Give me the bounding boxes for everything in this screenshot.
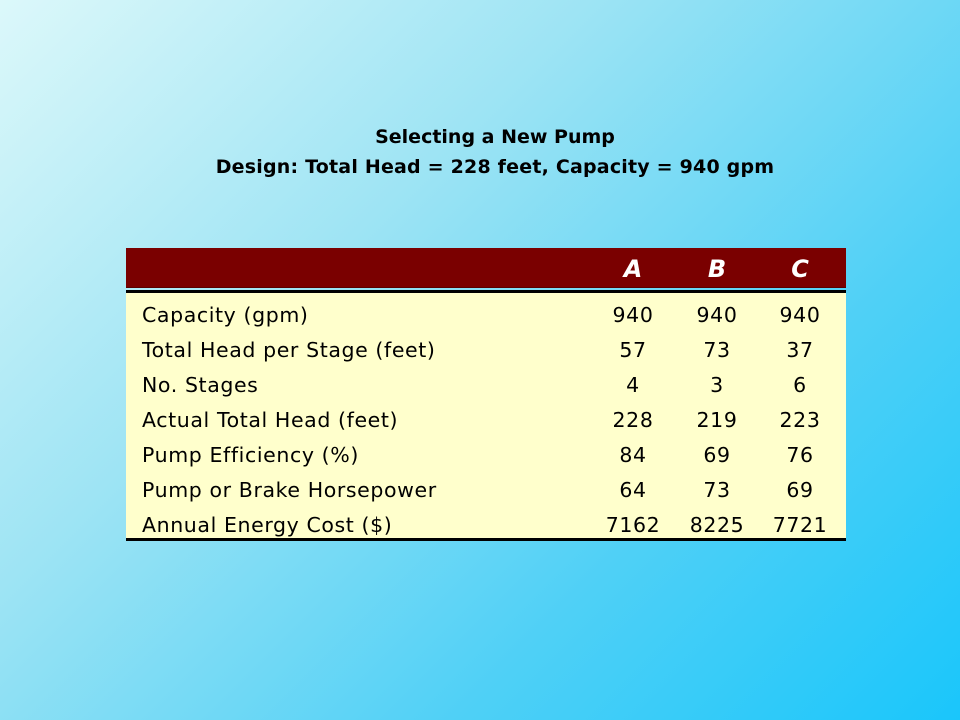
cell-c: 7721 — [772, 513, 828, 537]
table-row-capacity: Capacity (gpm) 940 940 940 — [126, 298, 846, 333]
table-row-head-per-stage: Total Head per Stage (feet) 57 73 37 — [126, 333, 846, 368]
column-header-a: A — [623, 255, 643, 283]
cell-c: 223 — [779, 408, 821, 432]
header-divider — [126, 290, 846, 293]
row-label: Pump Efficiency (%) — [142, 443, 359, 467]
table-row-efficiency: Pump Efficiency (%) 84 69 76 — [126, 438, 846, 473]
table-row-energy-cost: Annual Energy Cost ($) 7162 8225 7721 — [126, 508, 846, 543]
cell-b: 3 — [710, 373, 724, 397]
row-label: Annual Energy Cost ($) — [142, 513, 393, 537]
row-label: Pump or Brake Horsepower — [142, 478, 437, 502]
cell-b: 940 — [696, 303, 738, 327]
cell-a: 64 — [619, 478, 647, 502]
row-label: Actual Total Head (feet) — [142, 408, 399, 432]
cell-c: 940 — [779, 303, 821, 327]
table-row-horsepower: Pump or Brake Horsepower 64 73 69 — [126, 473, 846, 508]
cell-a: 940 — [612, 303, 654, 327]
cell-a: 4 — [626, 373, 640, 397]
title-line-2: Design: Total Head = 228 feet, Capacity … — [215, 156, 775, 178]
row-label: Capacity (gpm) — [142, 303, 309, 327]
cell-a: 228 — [612, 408, 654, 432]
cell-c: 37 — [786, 338, 814, 362]
cell-b: 8225 — [689, 513, 745, 537]
cell-c: 69 — [786, 478, 814, 502]
pump-comparison-table: A B C Capacity (gpm) 940 940 940 Total H… — [126, 248, 846, 541]
title-line-1: Selecting a New Pump — [375, 126, 615, 148]
cell-a: 84 — [619, 443, 647, 467]
cell-a: 57 — [619, 338, 647, 362]
column-header-b: B — [707, 255, 727, 283]
table-header: A B C — [126, 248, 846, 288]
slide-title: Selecting a New Pump Design: Total Head … — [0, 122, 960, 182]
cell-c: 76 — [786, 443, 814, 467]
cell-b: 73 — [703, 338, 731, 362]
table-row-actual-head: Actual Total Head (feet) 228 219 223 — [126, 403, 846, 438]
table-body: Capacity (gpm) 940 940 940 Total Head pe… — [126, 293, 846, 541]
table-row-stages: No. Stages 4 3 6 — [126, 368, 846, 403]
column-header-c: C — [791, 255, 809, 283]
row-label: No. Stages — [142, 373, 259, 397]
cell-b: 219 — [696, 408, 738, 432]
cell-c: 6 — [793, 373, 807, 397]
row-label: Total Head per Stage (feet) — [142, 338, 436, 362]
cell-b: 73 — [703, 478, 731, 502]
cell-b: 69 — [703, 443, 731, 467]
cell-a: 7162 — [605, 513, 661, 537]
